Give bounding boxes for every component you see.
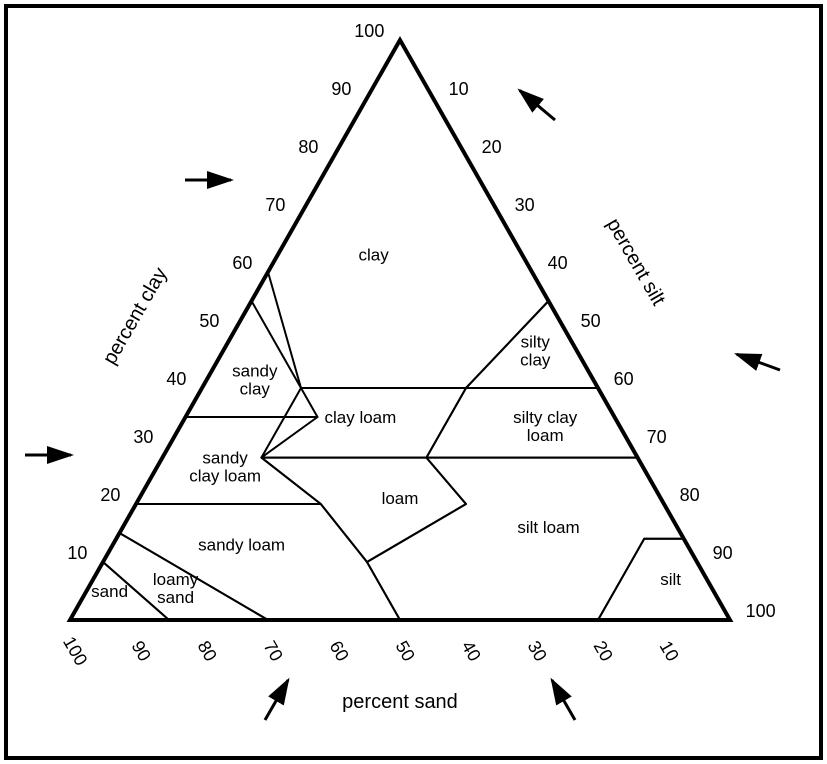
- region-label-loam: loam: [382, 489, 419, 508]
- silt-tick-80: 80: [680, 485, 700, 505]
- region-label-sandy-loam: sandy loam: [198, 535, 285, 554]
- clay-tick-40: 40: [166, 369, 186, 389]
- silt-tick-10: 10: [449, 79, 469, 99]
- region-label-silt-loam: silt loam: [517, 518, 579, 537]
- silt-tick-100: 100: [746, 601, 776, 621]
- silt-tick-70: 70: [647, 427, 667, 447]
- clay-tick-90: 90: [331, 79, 351, 99]
- clay-tick-30: 30: [133, 427, 153, 447]
- sand-axis-title: percent sand: [342, 691, 458, 713]
- clay-tick-50: 50: [199, 311, 219, 331]
- region-label-clay: clay: [358, 245, 389, 264]
- clay-tick-10: 10: [67, 543, 87, 563]
- region-label-silty-clay: siltyclay: [520, 332, 551, 369]
- silt-tick-60: 60: [614, 369, 634, 389]
- clay-tick-70: 70: [265, 195, 285, 215]
- clay-tick-100: 100: [354, 21, 384, 41]
- region-label-sand: sand: [91, 582, 128, 601]
- diagram-svg: 10 20 30 40 50 60 70 80 90 100 10 20 30 40 50 60 70 80 90 1…: [0, 0, 827, 764]
- clay-tick-60: 60: [232, 253, 252, 273]
- silt-tick-50: 50: [581, 311, 601, 331]
- clay-tick-20: 20: [100, 485, 120, 505]
- silt-tick-20: 20: [482, 137, 502, 157]
- soil-texture-triangle: 10 20 30 40 50 60 70 80 90 100 10 20 30 40 50 60 70 80 90 1…: [0, 0, 827, 764]
- region-label-silt: silt: [660, 570, 681, 589]
- silt-tick-40: 40: [548, 253, 568, 273]
- silt-tick-90: 90: [713, 543, 733, 563]
- region-label-loamy-sand: loamysand: [153, 570, 199, 607]
- clay-tick-80: 80: [298, 137, 318, 157]
- region-label-clay-loam: clay loam: [324, 408, 396, 427]
- silt-tick-30: 30: [515, 195, 535, 215]
